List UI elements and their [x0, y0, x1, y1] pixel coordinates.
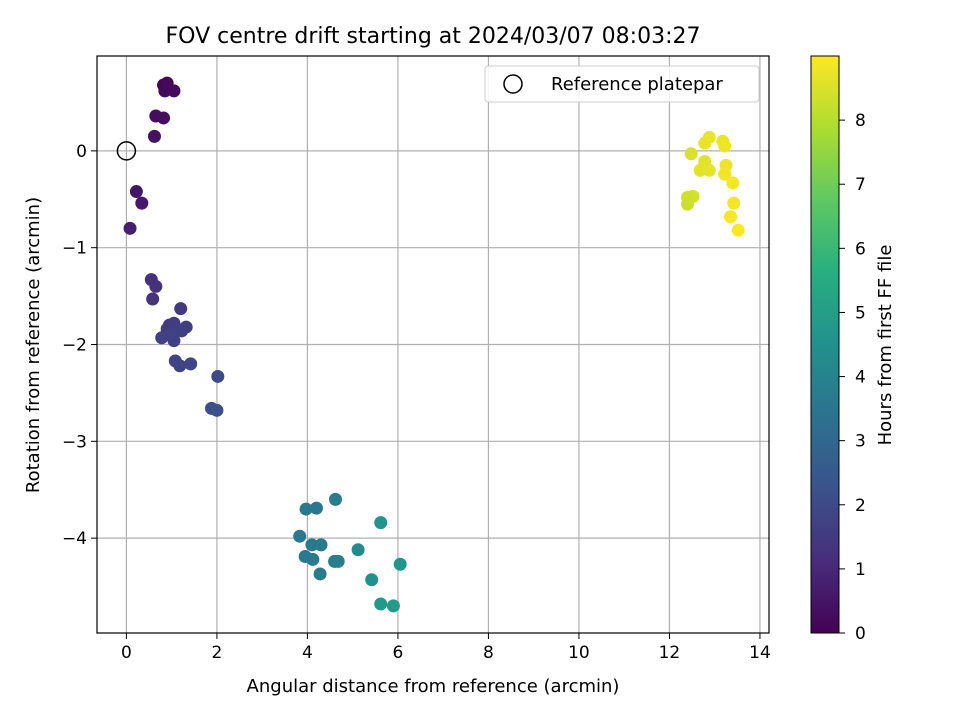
data-point	[702, 163, 716, 177]
x-tick-label: 4	[302, 643, 313, 663]
data-point	[313, 567, 327, 581]
data-point	[693, 163, 707, 177]
data-point	[173, 359, 187, 373]
data-point	[129, 185, 143, 199]
data-point	[374, 516, 388, 530]
data-point	[718, 139, 732, 153]
data-point	[293, 529, 307, 543]
data-point	[305, 538, 319, 552]
data-point	[698, 136, 712, 150]
data-point	[167, 334, 181, 348]
data-point	[309, 501, 323, 515]
colorbar-label: Hours from first FF file	[875, 245, 896, 446]
y-tick-label: −1	[62, 239, 87, 259]
grid-lines	[97, 56, 769, 633]
colorbar-tick-label: 7	[855, 175, 866, 195]
data-point	[681, 197, 695, 211]
colorbar-tick-label: 3	[855, 432, 866, 452]
data-point	[155, 331, 169, 345]
y-tick-label: −3	[62, 432, 87, 452]
y-tick-label: −2	[62, 336, 87, 356]
x-tick-label: 8	[483, 643, 494, 663]
x-tick-label: 0	[121, 643, 132, 663]
reference-platepar-marker	[116, 141, 137, 161]
x-tick-label: 12	[659, 643, 681, 663]
x-tick-label: 2	[212, 643, 223, 663]
y-axis-label: Rotation from reference (arcmin)	[23, 197, 44, 493]
legend-box	[484, 65, 760, 103]
data-point	[726, 176, 740, 190]
data-point	[167, 84, 181, 98]
x-axis-ticks: 0 2 4 6 8 10 12 14	[121, 633, 771, 663]
data-point	[299, 502, 313, 516]
data-point	[210, 403, 224, 417]
data-point	[731, 223, 745, 237]
legend: Reference platepar	[484, 65, 760, 103]
data-point	[351, 543, 365, 557]
data-point	[386, 599, 400, 613]
x-axis-label: Angular distance from reference (arcmin)	[247, 676, 620, 697]
x-tick-label: 14	[749, 643, 771, 663]
data-point	[684, 147, 698, 161]
data-point	[331, 554, 345, 568]
data-point	[147, 129, 161, 143]
data-point	[314, 538, 328, 552]
colorbar	[810, 55, 840, 634]
y-tick-label: 0	[76, 142, 87, 162]
data-point	[374, 597, 388, 611]
y-axis-ticks: 0 −1 −2 −3 −4	[62, 142, 97, 549]
legend-entry-reference: Reference platepar	[551, 74, 723, 95]
data-point	[157, 111, 171, 125]
colorbar-tick-label: 8	[855, 111, 866, 131]
data-point	[727, 196, 741, 210]
colorbar-tick-label: 6	[855, 239, 866, 259]
data-point	[211, 369, 225, 383]
data-point	[718, 167, 732, 181]
data-point	[146, 292, 160, 306]
data-point	[149, 279, 163, 293]
data-point	[174, 302, 188, 316]
colorbar-tick-label: 4	[855, 368, 866, 388]
colorbar-tick-label: 0	[855, 624, 866, 644]
x-tick-label: 10	[568, 643, 590, 663]
data-point	[328, 492, 342, 506]
data-point	[393, 557, 407, 571]
data-points	[123, 76, 745, 613]
colorbar-ticks: 0 1 2 3 4 5 6 7 8	[839, 111, 866, 644]
data-point	[365, 573, 379, 587]
colorbar-tick-label: 5	[855, 303, 866, 323]
data-point	[306, 552, 320, 566]
x-tick-label: 6	[393, 643, 404, 663]
data-point	[135, 196, 149, 210]
y-tick-label: −4	[62, 529, 87, 549]
legend-marker	[503, 74, 523, 94]
data-point	[184, 357, 198, 371]
data-point	[175, 324, 189, 338]
data-point	[123, 221, 137, 235]
chart-title: FOV centre drift starting at 2024/03/07 …	[166, 24, 701, 49]
data-point	[724, 210, 738, 224]
data-point	[158, 84, 172, 98]
colorbar-tick-label: 1	[855, 560, 866, 580]
colorbar-tick-label: 2	[855, 496, 866, 516]
